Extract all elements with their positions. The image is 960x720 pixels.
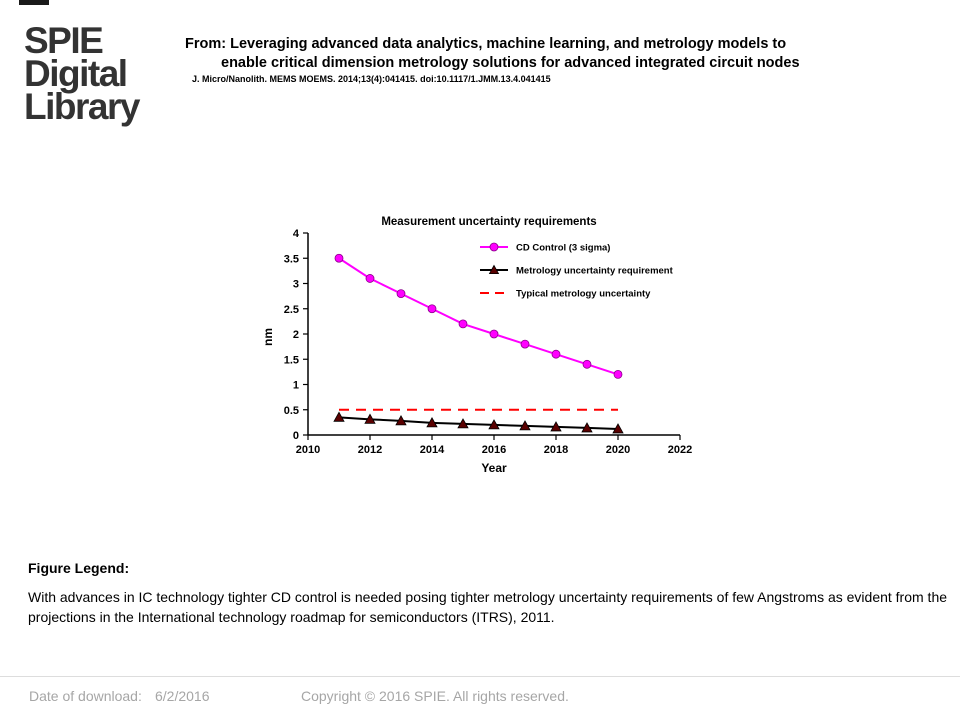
y-axis-label: nm — [261, 328, 275, 346]
x-tick-label: 2016 — [482, 444, 506, 456]
footer-divider — [0, 676, 960, 677]
data-point-cd-control — [551, 349, 561, 359]
x-tick-label: 2014 — [420, 444, 445, 456]
y-tick-label: 4 — [293, 228, 300, 240]
series-line-1 — [338, 416, 619, 430]
y-tick-label: 1 — [293, 380, 299, 392]
data-point-cd-control — [582, 359, 592, 369]
logo-line-1: SPIE — [24, 20, 104, 61]
data-point-metrology-requirement — [612, 423, 624, 434]
legend-label: Metrology uncertainty requirement — [516, 266, 674, 277]
y-tick-label: 1.5 — [284, 354, 299, 366]
measurement-uncertainty-chart: Measurement uncertainty requirements 0 0.… — [261, 216, 693, 475]
top-accent-bar — [19, 0, 49, 5]
data-point-metrology-requirement — [550, 421, 562, 432]
legend-label: CD Control (3 sigma) — [516, 243, 610, 254]
x-tick-label: 2012 — [358, 444, 382, 456]
chart-axes: 0 0.5 1 1.5 2 2.5 3 3.5 4 2010 2012 2014 2016 2018 202… — [284, 228, 693, 456]
y-tick-label: 0.5 — [284, 405, 299, 417]
y-tick-label: 3 — [293, 279, 299, 291]
data-point-cd-control — [365, 274, 375, 283]
download-date-value: 6/2/2016 — [155, 688, 210, 704]
spie-digital-library-logo: SPIE Digital Library — [24, 20, 154, 127]
data-point-cd-control — [520, 339, 530, 349]
figure-legend-text: With advances in IC technology tighter C… — [28, 589, 948, 625]
data-point-metrology-requirement — [333, 411, 345, 422]
data-point-cd-control — [489, 329, 499, 339]
figure-legend-heading: Figure Legend: — [28, 560, 130, 576]
data-point-metrology-requirement — [426, 417, 438, 428]
article-title-line-2: enable critical dimension metrology solu… — [221, 55, 800, 71]
y-tick-label: 2.5 — [284, 304, 299, 316]
logo-line-3: Library — [24, 86, 140, 127]
data-point-metrology-requirement — [457, 418, 469, 429]
chart-series — [333, 253, 624, 434]
x-tick-label: 2018 — [544, 444, 568, 456]
y-tick-label: 0 — [293, 430, 299, 442]
article-citation: J. Micro/Nanolith. MEMS MOEMS. 2014;13(4… — [192, 74, 551, 84]
data-point-cd-control — [334, 253, 344, 263]
data-point-cd-control — [458, 319, 468, 329]
chart-title: Measurement uncertainty requirements — [381, 216, 596, 228]
y-tick-label: 3.5 — [284, 253, 299, 265]
data-point-metrology-requirement — [395, 415, 407, 426]
download-date-label: Date of download: — [29, 688, 142, 704]
article-title-line-1: From: Leveraging advanced data analytics… — [185, 36, 787, 52]
logo-line-2: Digital — [24, 53, 128, 94]
y-tick-label: 2 — [293, 329, 299, 341]
x-tick-label: 2022 — [668, 444, 692, 456]
copyright-notice: Copyright © 2016 SPIE. All rights reserv… — [301, 688, 569, 704]
data-point-metrology-requirement — [364, 413, 376, 424]
series-line-0 — [338, 257, 619, 376]
x-tick-label: 2020 — [606, 444, 630, 456]
legend-label: Typical metrology uncertainty — [516, 289, 651, 300]
x-tick-label: 2010 — [296, 444, 320, 456]
article-title: From: Leveraging advanced data analytics… — [185, 35, 885, 73]
data-point-cd-control — [613, 369, 623, 379]
chart-legend: CD Control (3 sigma) Metrology uncertaint… — [480, 243, 674, 300]
x-axis-label: Year — [481, 461, 507, 475]
data-point-metrology-requirement — [519, 420, 531, 431]
data-point-cd-control — [396, 289, 406, 298]
data-point-metrology-requirement — [581, 422, 593, 433]
legend-swatch-marker — [489, 242, 499, 252]
data-point-cd-control — [427, 304, 437, 314]
legend-swatch-marker — [488, 264, 500, 274]
data-point-metrology-requirement — [488, 419, 500, 430]
